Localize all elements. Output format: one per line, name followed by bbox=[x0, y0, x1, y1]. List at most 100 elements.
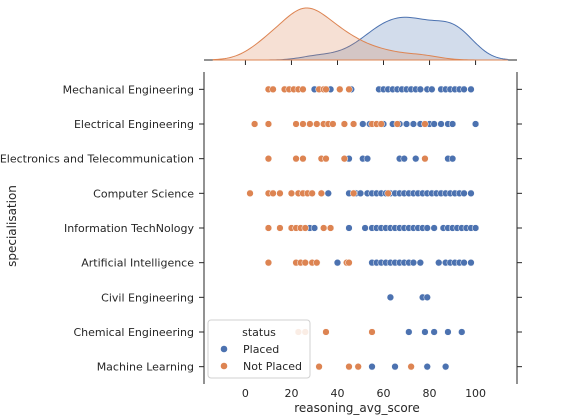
x-tick-label: 0 bbox=[242, 387, 249, 400]
point-not-placed bbox=[292, 120, 300, 128]
point-placed bbox=[324, 189, 332, 197]
point-placed bbox=[391, 363, 399, 371]
point-not-placed bbox=[276, 189, 284, 197]
point-not-placed bbox=[299, 155, 307, 163]
point-not-placed bbox=[301, 259, 309, 267]
point-not-placed bbox=[345, 85, 353, 93]
point-placed bbox=[460, 259, 468, 267]
point-not-placed bbox=[322, 85, 330, 93]
x-tick-label: 40 bbox=[330, 387, 344, 400]
point-placed bbox=[423, 224, 431, 232]
x-tick-label: 60 bbox=[377, 387, 391, 400]
point-not-placed bbox=[384, 189, 392, 197]
legend-label-not-placed: Not Placed bbox=[243, 360, 302, 373]
point-not-placed bbox=[269, 189, 277, 197]
point-not-placed bbox=[313, 120, 321, 128]
point-placed bbox=[448, 120, 457, 128]
point-not-placed bbox=[287, 189, 296, 197]
legend-label-placed: Placed bbox=[243, 343, 279, 356]
point-not-placed bbox=[340, 155, 349, 163]
point-placed bbox=[444, 328, 452, 336]
point-not-placed bbox=[320, 224, 328, 232]
point-not-placed bbox=[340, 120, 349, 128]
point-placed bbox=[368, 363, 376, 371]
point-not-placed bbox=[368, 328, 376, 336]
point-placed bbox=[460, 85, 468, 93]
y-tick-label: Electronics and Telecommunication bbox=[0, 153, 194, 166]
x-axis-ticks: 0 20 40 60 80 100 bbox=[242, 387, 486, 400]
point-placed bbox=[400, 155, 408, 163]
point-not-placed bbox=[306, 120, 314, 128]
legend-marker-placed bbox=[220, 345, 228, 353]
point-placed bbox=[409, 120, 418, 128]
point-placed bbox=[361, 224, 369, 232]
point-not-placed bbox=[329, 120, 337, 128]
point-not-placed bbox=[264, 155, 273, 163]
legend-title: status bbox=[242, 326, 276, 339]
legend: status Placed Not Placed bbox=[207, 319, 311, 379]
point-placed bbox=[437, 120, 445, 128]
point-placed bbox=[471, 224, 480, 232]
point-placed bbox=[412, 155, 420, 163]
x-axis-label: reasoning_avg_score bbox=[294, 401, 419, 415]
point-placed bbox=[421, 328, 429, 336]
point-placed bbox=[333, 259, 342, 267]
plot-frame bbox=[199, 72, 522, 384]
point-not-placed bbox=[345, 363, 353, 371]
point-placed bbox=[448, 155, 457, 163]
y-tick-label: Chemical Engineering bbox=[73, 326, 194, 339]
point-not-placed bbox=[299, 85, 307, 93]
point-placed bbox=[356, 189, 365, 197]
point-not-placed bbox=[349, 189, 358, 197]
point-not-placed bbox=[292, 155, 300, 163]
point-not-placed bbox=[301, 224, 309, 232]
x-tick-label: 100 bbox=[465, 387, 486, 400]
point-placed bbox=[430, 120, 438, 128]
y-tick-label: Civil Engineering bbox=[101, 291, 194, 304]
point-not-placed bbox=[269, 85, 277, 93]
point-not-placed bbox=[317, 189, 326, 197]
point-placed bbox=[386, 293, 395, 301]
point-not-placed bbox=[345, 259, 353, 267]
point-not-placed bbox=[308, 189, 316, 197]
point-placed bbox=[430, 328, 438, 336]
point-not-placed bbox=[326, 224, 335, 232]
point-placed bbox=[359, 120, 367, 128]
point-not-placed bbox=[322, 155, 330, 163]
point-not-placed bbox=[421, 120, 429, 128]
point-placed bbox=[467, 85, 475, 93]
point-placed bbox=[402, 120, 411, 128]
y-tick-labels: Mechanical Engineering Electrical Enginee… bbox=[0, 83, 194, 373]
kde-curve-not-placed bbox=[212, 7, 508, 61]
point-placed bbox=[416, 85, 424, 93]
point-placed bbox=[458, 328, 466, 336]
point-placed bbox=[405, 328, 413, 336]
point-not-placed bbox=[354, 363, 362, 371]
point-placed bbox=[345, 224, 353, 232]
point-not-placed bbox=[377, 120, 385, 128]
y-tick-label: Computer Science bbox=[93, 187, 194, 200]
point-placed bbox=[423, 363, 431, 371]
point-placed bbox=[430, 224, 438, 232]
point-placed bbox=[363, 155, 372, 163]
point-not-placed bbox=[349, 120, 358, 128]
point-placed bbox=[409, 259, 418, 267]
point-not-placed bbox=[407, 363, 415, 371]
point-placed bbox=[310, 224, 319, 232]
point-not-placed bbox=[264, 259, 273, 267]
point-placed bbox=[460, 189, 468, 197]
point-not-placed bbox=[264, 224, 273, 232]
point-not-placed bbox=[250, 120, 259, 128]
point-not-placed bbox=[393, 120, 401, 128]
point-not-placed bbox=[276, 224, 284, 232]
y-tick-label: Electrical Engineering bbox=[74, 118, 194, 131]
x-tick-label: 80 bbox=[423, 387, 437, 400]
point-placed bbox=[467, 189, 475, 197]
point-placed bbox=[442, 363, 450, 371]
point-not-placed bbox=[246, 189, 254, 197]
point-placed bbox=[423, 293, 431, 301]
point-not-placed bbox=[315, 363, 323, 371]
y-tick-label: Machine Learning bbox=[97, 361, 194, 374]
marginal-kde-plot bbox=[204, 7, 517, 65]
